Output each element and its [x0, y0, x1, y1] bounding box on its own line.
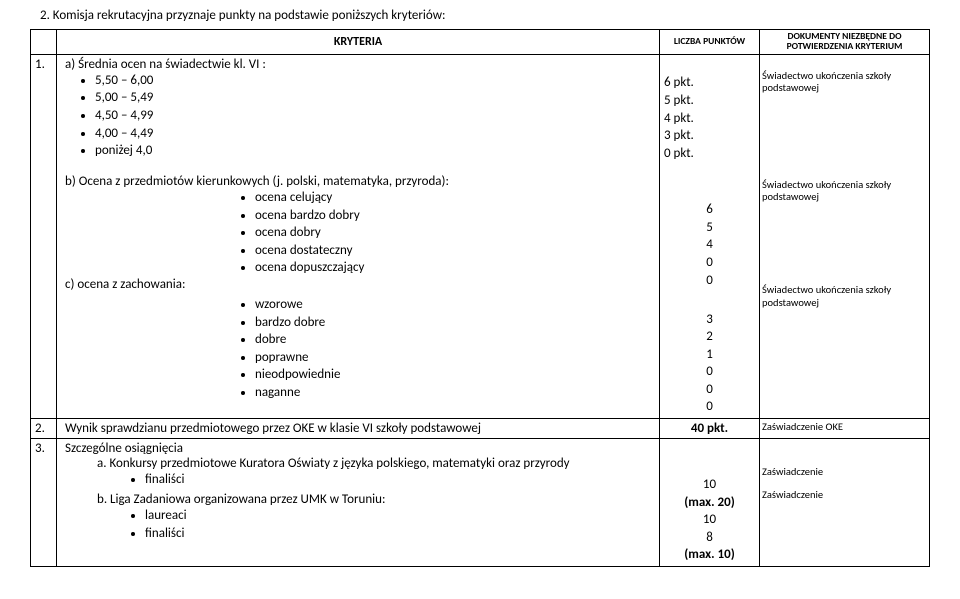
pts-line: 0: [664, 363, 755, 381]
list-item: ocena bardzo dobry: [255, 207, 655, 225]
pts-line: 10: [664, 476, 755, 494]
pts-line: 0 pkt.: [664, 145, 755, 163]
row1bc-criteria: b) Ocena z przedmiotów kierunkowych (j. …: [57, 164, 660, 418]
row3a-list: finaliści: [145, 471, 655, 489]
doc-text: Zaświadczenie: [762, 466, 927, 479]
pts-line: 8: [664, 529, 755, 547]
list-item: bardzo dobre: [255, 314, 655, 332]
row3-num: 3.: [31, 438, 57, 566]
list-item: 5,50 – 6,00: [95, 72, 655, 90]
row1-docs: Świadectwo ukończenia szkoły podstawowej: [760, 54, 930, 164]
list-item: poniżej 4,0: [95, 142, 655, 160]
pts-line: 0: [664, 272, 755, 290]
list-item: poprawne: [255, 349, 655, 367]
row2-num: 2.: [31, 418, 57, 438]
row1-points: 6 pkt. 5 pkt. 4 pkt. 3 pkt. 0 pkt.: [660, 54, 760, 164]
row3-docs: Zaświadczenie Zaświadczenie: [760, 438, 930, 566]
header-kryteria: KRYTERIA: [57, 30, 660, 55]
list-item: finaliści: [145, 471, 655, 489]
row3-criteria: Szczególne osiągnięcia a. Konkursy przed…: [57, 438, 660, 566]
row1bc-docs: Świadectwo ukończenia szkoły podstawowej…: [760, 164, 930, 418]
list-item: ocena dopuszczający: [255, 259, 655, 277]
row3-points: 10 (max. 20) 10 8 (max. 10): [660, 438, 760, 566]
list-item: ocena dobry: [255, 224, 655, 242]
pts-line: 4: [664, 236, 755, 254]
header-blank: [31, 30, 57, 55]
doc-text: Świadectwo ukończenia szkoły podstawowej: [762, 179, 927, 204]
row2-criteria: Wynik sprawdzianu przedmiotowego przez O…: [57, 418, 660, 438]
row1c-lead: c) ocena z zachowania:: [65, 277, 655, 292]
list-item: nieodpowiednie: [255, 366, 655, 384]
doc-text: Świadectwo ukończenia szkoły podstawowej: [762, 70, 927, 95]
header-dokumenty: DOKUMENTY NIEZBĘDNE DO POTWIERDZENIA KRY…: [760, 30, 930, 55]
row2-docs: Zaświadczenie OKE: [760, 418, 930, 438]
row3a-lead: a. Konkursy przedmiotowe Kuratora Oświat…: [97, 456, 655, 471]
list-item: finaliści: [145, 525, 655, 543]
table-row: 1. a) Średnia ocen na świadectwie kl. VI…: [31, 54, 930, 164]
list-item: 4,00 – 4,49: [95, 125, 655, 143]
list-item: laureaci: [145, 507, 655, 525]
pts-line: (max. 20): [664, 494, 755, 512]
row1b-lead: b) Ocena z przedmiotów kierunkowych (j. …: [65, 174, 655, 189]
pts-line: 0: [664, 254, 755, 272]
list-item: wzorowe: [255, 296, 655, 314]
pts-line: (max. 10): [664, 546, 755, 564]
row1bc-points: 6 5 4 0 0 3 2 1 0 0 0: [660, 164, 760, 418]
list-item: 5,00 – 5,49: [95, 89, 655, 107]
pts-line: 0: [664, 381, 755, 399]
row3b-lead: b. Liga Zadaniowa organizowana przez UMK…: [97, 492, 655, 507]
pts-line: 6: [664, 201, 755, 219]
pts-line: 5: [664, 219, 755, 237]
row1-criteria: a) Średnia ocen na świadectwie kl. VI : …: [57, 54, 660, 164]
list-item: 4,50 – 4,99: [95, 107, 655, 125]
header-punkty: LICZBA PUNKTÓW: [660, 30, 760, 55]
row1-list: 5,50 – 6,00 5,00 – 5,49 4,50 – 4,99 4,00…: [95, 72, 655, 160]
criteria-table: KRYTERIA LICZBA PUNKTÓW DOKUMENTY NIEZBĘ…: [30, 29, 930, 567]
pts-line: 3: [664, 311, 755, 329]
doc-text: Świadectwo ukończenia szkoły podstawowej: [762, 284, 927, 309]
table-row: 2. Wynik sprawdzianu przedmiotowego prze…: [31, 418, 930, 438]
pts-line: 10: [664, 511, 755, 529]
table-row: b) Ocena z przedmiotów kierunkowych (j. …: [31, 164, 930, 418]
row1bc-num: [31, 164, 57, 418]
list-item: dobre: [255, 331, 655, 349]
pts-line: 0: [664, 398, 755, 416]
section-heading: 2. Komisja rekrutacyjna przyznaje punkty…: [40, 8, 930, 23]
row1c-list: wzorowe bardzo dobre dobre poprawne nieo…: [255, 296, 655, 401]
table-row: 3. Szczególne osiągnięcia a. Konkursy pr…: [31, 438, 930, 566]
list-item: ocena dostateczny: [255, 242, 655, 260]
table-header-row: KRYTERIA LICZBA PUNKTÓW DOKUMENTY NIEZBĘ…: [31, 30, 930, 55]
row3b-list: laureaci finaliści: [145, 507, 655, 542]
row1-num: 1.: [31, 54, 57, 164]
row1b-list: ocena celujący ocena bardzo dobry ocena …: [255, 189, 655, 277]
list-item: naganne: [255, 384, 655, 402]
row1-lead: a) Średnia ocen na świadectwie kl. VI :: [65, 57, 655, 72]
row3-lead: Szczególne osiągnięcia: [65, 441, 655, 456]
row2-points: 40 pkt.: [660, 418, 760, 438]
pts-line: 5 pkt.: [664, 92, 755, 110]
pts-line: 4 pkt.: [664, 110, 755, 128]
pts-line: 6 pkt.: [664, 74, 755, 92]
pts-line: 1: [664, 346, 755, 364]
doc-text: Zaświadczenie: [762, 489, 927, 502]
list-item: ocena celujący: [255, 189, 655, 207]
pts-line: 2: [664, 328, 755, 346]
pts-line: 3 pkt.: [664, 127, 755, 145]
